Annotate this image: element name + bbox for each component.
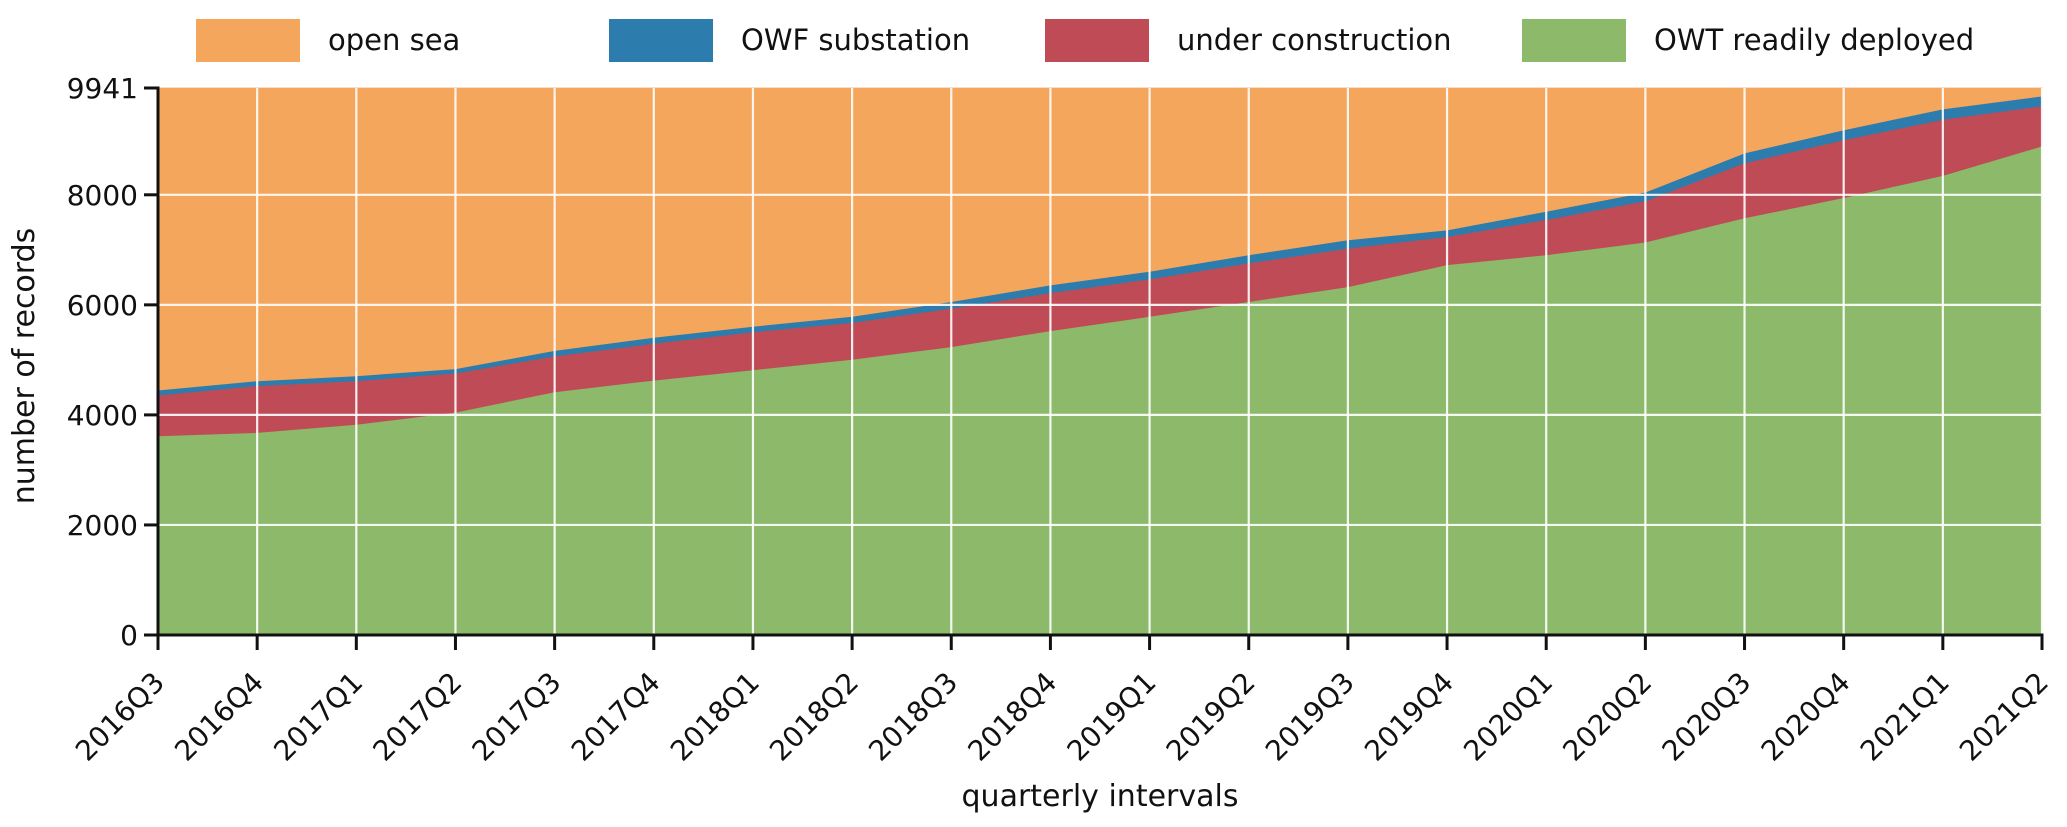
x-tick-label-2016q3: 2016Q3 bbox=[69, 666, 171, 768]
x-tick-label-2016q4: 2016Q4 bbox=[168, 666, 270, 768]
y-axis-label: number of records bbox=[7, 228, 42, 505]
x-tick-label-2020q1: 2020Q1 bbox=[1457, 666, 1559, 768]
gridlines-group bbox=[156, 88, 2044, 635]
legend-item-owf-substation: OWF substation bbox=[609, 18, 970, 62]
legend-label-owf-substation: OWF substation bbox=[741, 23, 971, 57]
x-tick-label-2019q2: 2019Q2 bbox=[1160, 666, 1262, 768]
legend-swatch-under-construction bbox=[1045, 18, 1149, 62]
x-tick-label-2019q4: 2019Q4 bbox=[1358, 666, 1460, 768]
legend-label-owt-readily-deployed: OWT readily deployed bbox=[1654, 23, 1975, 57]
x-tick-label-2017q1: 2017Q1 bbox=[267, 666, 369, 768]
legend-item-owt-readily-deployed: OWT readily deployed bbox=[1522, 18, 1974, 62]
y-tick-label-2000: 2000 bbox=[67, 509, 138, 542]
x-tick-label-2018q3: 2018Q3 bbox=[862, 666, 964, 768]
x-tick-label-2017q4: 2017Q4 bbox=[565, 666, 667, 768]
x-tick-label-2021q2: 2021Q2 bbox=[1953, 666, 2055, 768]
y-tick-label-9941: 9941 bbox=[67, 72, 138, 105]
y-tick-label-4000: 4000 bbox=[67, 399, 138, 432]
x-tick-label-2019q1: 2019Q1 bbox=[1061, 666, 1163, 768]
legend-swatch-open-sea bbox=[196, 18, 300, 62]
x-tick-label-2020q3: 2020Q3 bbox=[1656, 666, 1758, 768]
legend-label-under-construction: under construction bbox=[1177, 23, 1452, 57]
area-series-group bbox=[157, 87, 2043, 636]
x-tick-label-2019q3: 2019Q3 bbox=[1259, 666, 1361, 768]
x-tick-label-2020q4: 2020Q4 bbox=[1755, 666, 1857, 768]
x-tick-label-2018q2: 2018Q2 bbox=[763, 666, 865, 768]
x-tick-label-2017q3: 2017Q3 bbox=[466, 666, 568, 768]
legend-swatch-owf-substation bbox=[609, 18, 713, 62]
y-tick-label-0: 0 bbox=[120, 619, 138, 652]
y-tick-label-6000: 6000 bbox=[67, 289, 138, 322]
legend-item-open-sea: open sea bbox=[196, 18, 460, 62]
legend-swatch-owt-readily-deployed bbox=[1522, 18, 1626, 62]
x-axis-label: quarterly intervals bbox=[962, 779, 1239, 814]
y-tick-label-8000: 8000 bbox=[67, 179, 138, 212]
axes-group bbox=[144, 86, 2044, 650]
x-tick-label-2021q1: 2021Q1 bbox=[1854, 666, 1956, 768]
chart-legend: open sea OWF substation under constructi… bbox=[0, 18, 2067, 62]
x-tick-label-2017q2: 2017Q2 bbox=[367, 666, 469, 768]
x-tick-label-2018q4: 2018Q4 bbox=[961, 666, 1063, 768]
legend-label-open-sea: open sea bbox=[328, 23, 461, 57]
legend-item-under-construction: under construction bbox=[1045, 18, 1452, 62]
x-tick-label-2020q2: 2020Q2 bbox=[1556, 666, 1658, 768]
x-tick-label-2018q1: 2018Q1 bbox=[664, 666, 766, 768]
